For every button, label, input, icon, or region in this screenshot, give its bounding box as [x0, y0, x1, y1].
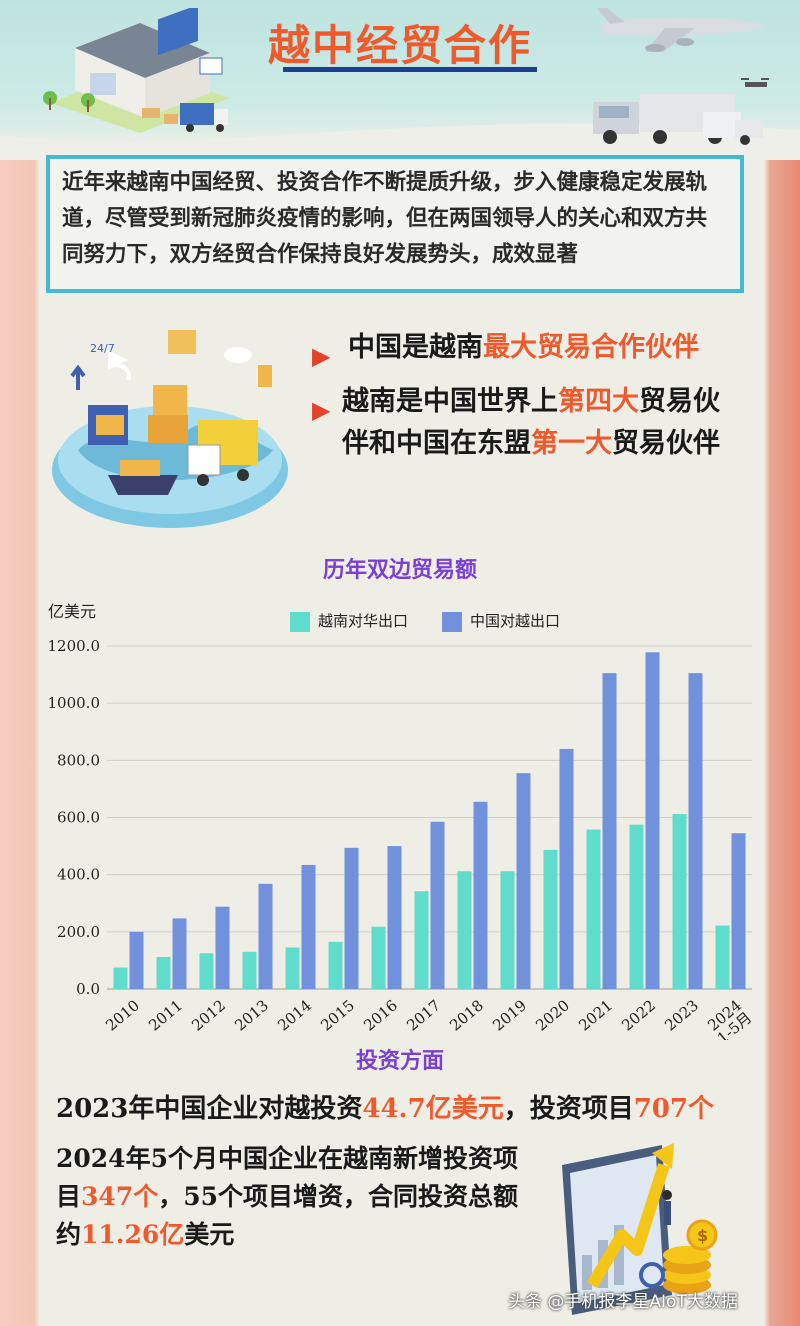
- x-tick-label: 2010: [102, 996, 143, 1034]
- 24-7-icon: 24/7: [90, 342, 115, 355]
- x-tick-label: 2019: [489, 996, 530, 1034]
- bar-cn: [645, 652, 660, 989]
- y-tick-label: 0.0: [76, 980, 100, 998]
- investment-2024: 2024年5个月中国企业在越南新增投资项目347个，55个项目增资，合同投资总额…: [56, 1144, 518, 1249]
- arrow-bullet-icon: ▶: [312, 396, 331, 424]
- plane-icon: [597, 8, 765, 52]
- bar-cn: [258, 883, 273, 989]
- warehouse-illustration: [43, 8, 230, 133]
- x-tick-label: 2016: [360, 996, 401, 1034]
- highlight-1: ▶ 中国是越南最大贸易合作伙伴: [312, 327, 748, 370]
- x-tick-label: 2017: [403, 996, 444, 1034]
- bar-cn: [129, 931, 144, 989]
- growth-illustration: $: [562, 1143, 718, 1315]
- bar-vn: [156, 956, 171, 989]
- bar-cn: [387, 846, 402, 989]
- intro-box: 近年来越南中国经贸、投资合作不断提质升级，步入健康稳定发展轨道，尽管受到新冠肺炎…: [46, 155, 744, 293]
- page-title: 越中经贸合作: [267, 21, 532, 70]
- y-tick-label: 1200.0: [48, 637, 101, 655]
- chart-title: 历年双边贸易额: [322, 557, 477, 583]
- bar-vn: [199, 953, 214, 989]
- bar-cn: [344, 847, 359, 989]
- coin-icon: $: [663, 1219, 718, 1294]
- x-tick-label: 2018: [446, 996, 487, 1034]
- bar-cn: [516, 773, 531, 989]
- bar-cn: [688, 673, 703, 989]
- y-tick-label: 800.0: [57, 751, 100, 769]
- investment-2023: 2023年中国企业对越投资44.7亿美元，投资项目707个: [56, 1094, 714, 1124]
- x-tick-label: 2022: [618, 996, 659, 1034]
- drone-icon: [741, 78, 769, 87]
- investment-section-title: 投资方面: [355, 1048, 444, 1074]
- bar-cn: [172, 918, 187, 989]
- arrow-bullet-icon: ▶: [312, 342, 331, 370]
- bar-vn: [500, 871, 515, 989]
- title-underline: [283, 67, 537, 72]
- bar-vn: [629, 824, 644, 989]
- bar-cn: [473, 801, 488, 989]
- x-tick-label: 20241-5月: [704, 996, 756, 1040]
- legend-swatch-vn: [290, 611, 310, 632]
- x-tick-label: 2011: [145, 996, 186, 1034]
- bar-cn: [430, 821, 445, 989]
- bar-cn: [215, 906, 230, 989]
- x-tick-label: 2014: [274, 996, 315, 1034]
- legend-vn: 越南对华出口: [290, 610, 408, 632]
- plane-trucks-illustration: [593, 8, 769, 145]
- y-tick-label: 1000.0: [48, 694, 101, 712]
- bar-vn: [371, 926, 386, 989]
- x-tick-label: 2013: [231, 996, 272, 1034]
- bar-vn: [242, 951, 257, 989]
- x-tick-label: 2012: [188, 996, 229, 1034]
- legend-swatch-cn: [442, 611, 462, 632]
- bar-vn: [543, 849, 558, 989]
- x-tick-label: 2023: [661, 996, 702, 1034]
- watermark: 头条 @手机报李星AIoT大数据: [508, 1292, 738, 1312]
- logistics-globe-illustration: 24/7: [52, 330, 288, 528]
- bar-cn: [301, 864, 316, 989]
- bar-vn: [672, 814, 687, 989]
- bar-vn: [457, 871, 472, 989]
- bar-cn: [731, 833, 746, 989]
- x-tick-label: 2020: [532, 996, 573, 1034]
- svg-text:$: $: [697, 1226, 708, 1245]
- y-tick-label: 200.0: [57, 923, 100, 941]
- x-tick-label: 2021: [575, 996, 616, 1034]
- bar-vn: [113, 967, 128, 989]
- bar-vn: [414, 891, 429, 989]
- highlight-2: ▶ 越南是中国世界上第四大贸易伙伴和中国在东盟第一大贸易伙伴: [312, 386, 720, 459]
- y-axis-unit: 亿美元: [48, 602, 97, 621]
- bar-vn: [328, 941, 343, 989]
- y-tick-label: 400.0: [57, 866, 100, 884]
- truck-icon: [593, 94, 763, 145]
- magnifier-icon: [639, 1262, 665, 1288]
- y-tick-label: 600.0: [57, 809, 100, 827]
- bar-vn: [586, 829, 601, 989]
- bar-vn: [715, 925, 730, 989]
- legend-cn: 中国对越出口: [442, 610, 560, 632]
- bar-cn: [559, 748, 574, 989]
- x-tick-label: 2015: [317, 996, 358, 1034]
- bar-cn: [602, 673, 617, 989]
- bar-vn: [285, 947, 300, 989]
